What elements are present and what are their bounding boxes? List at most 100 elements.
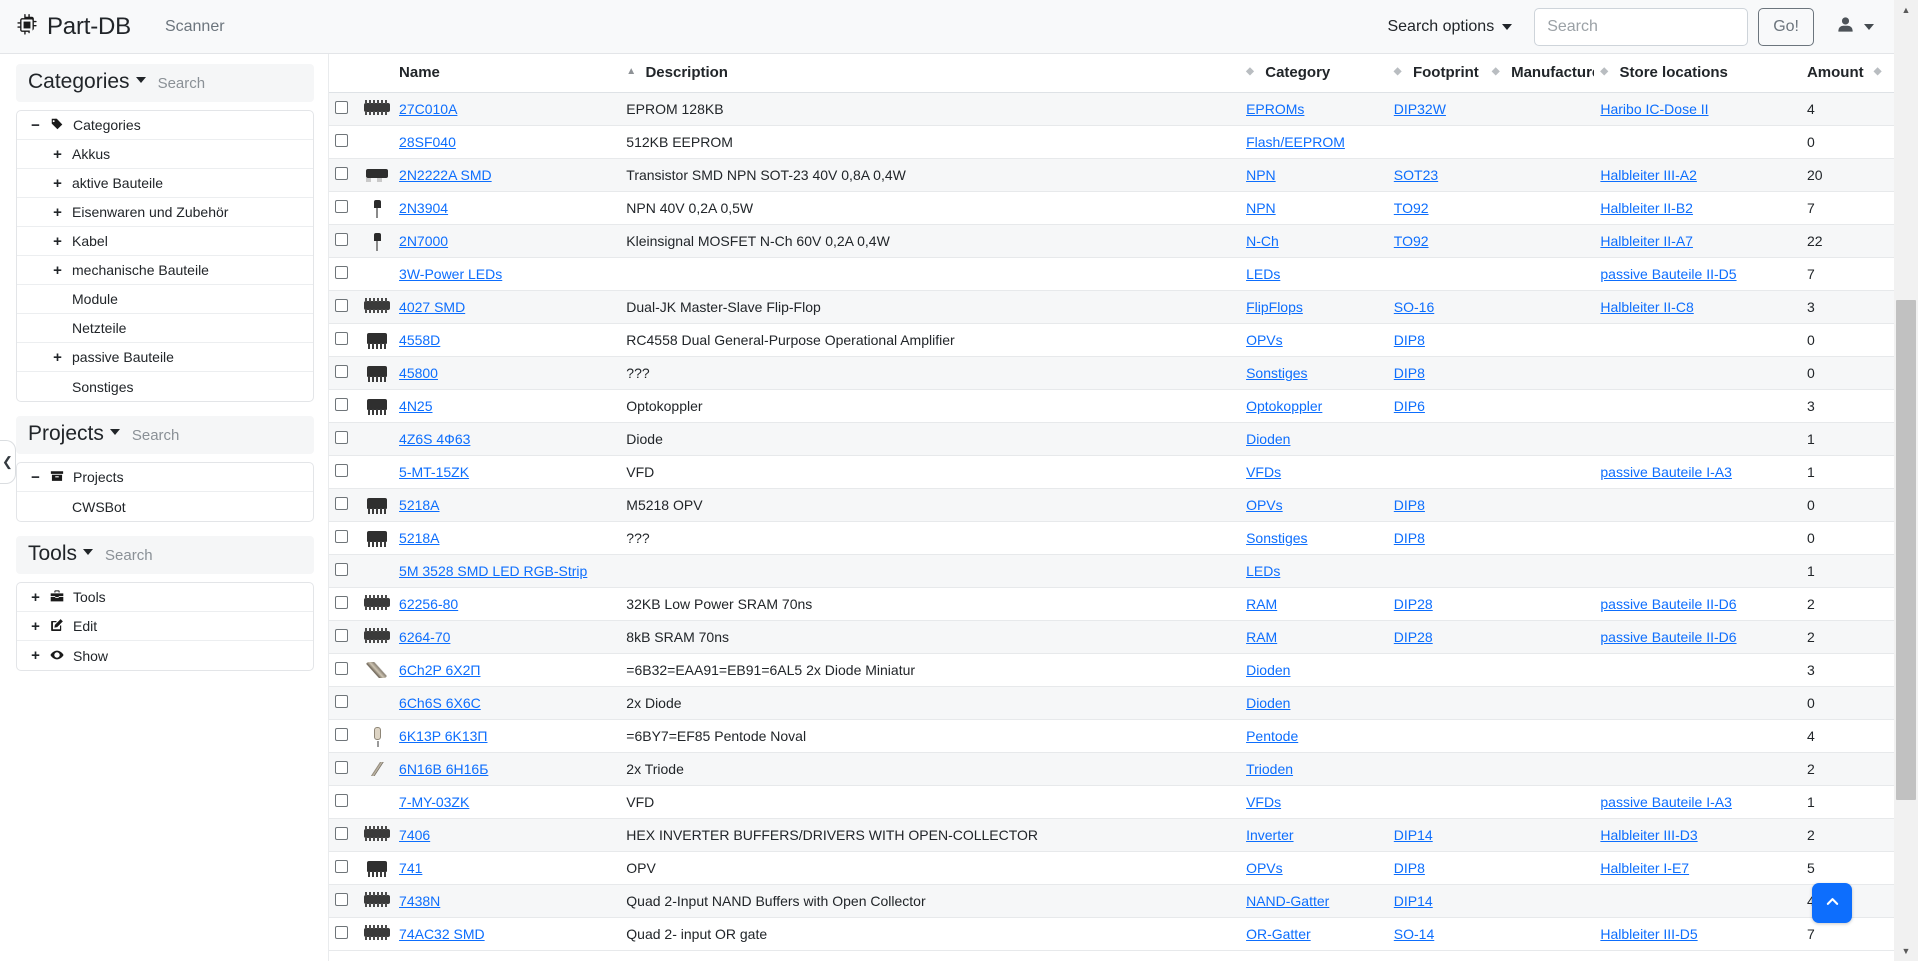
row-checkbox[interactable] [335,728,348,741]
tree-item-eisenwaren-und-zubeh-r[interactable]: + Eisenwaren und Zubehör [17,198,313,227]
store-location-link[interactable]: passive Bauteile II-D5 [1600,266,1737,282]
tree-item-passive-bauteile[interactable]: + passive Bauteile [17,343,313,372]
store-location-link[interactable]: Halbleiter I-E7 [1600,860,1690,876]
part-name-link[interactable]: 6Ch6S 6X6C [399,695,481,711]
expand-icon[interactable]: + [53,232,62,250]
row-checkbox[interactable] [335,299,348,312]
category-link[interactable]: Flash/EEPROM [1246,134,1345,150]
part-name-link[interactable]: 28SF040 [399,134,456,150]
category-link[interactable]: Trioden [1246,761,1294,777]
categories-dropdown[interactable]: Categories [28,70,146,94]
part-name-link[interactable]: 6264-70 [399,629,451,645]
footprint-link[interactable]: DIP28 [1393,629,1433,645]
row-checkbox[interactable] [335,530,348,543]
table-scroll-area[interactable]: Name ▲ Description ◆ Category ◆ Footprin… [329,54,1894,961]
projects-search-input[interactable] [131,427,282,444]
collapse-icon[interactable]: − [31,468,40,486]
category-link[interactable]: EPROMs [1246,101,1305,117]
store-location-link[interactable]: Haribo IC-Dose II [1600,101,1709,117]
tree-item-kabel[interactable]: + Kabel [17,227,313,256]
column-header-manufacturer[interactable]: ◆ Manufacturer [1485,54,1606,93]
part-name-link[interactable]: 7-MY-03ZK [399,794,470,810]
part-name-link[interactable]: 7406 [399,827,431,843]
column-header-description[interactable]: ▲ Description [620,54,1241,93]
footprint-link[interactable]: DIP14 [1393,827,1433,843]
category-link[interactable]: N-Ch [1246,233,1279,249]
row-checkbox[interactable] [335,761,348,774]
row-checkbox[interactable] [335,596,348,609]
category-link[interactable]: NPN [1246,167,1276,183]
footprint-link[interactable]: DIP32W [1393,101,1446,117]
part-name-link[interactable]: 741 [399,860,423,876]
tree-item-akkus[interactable]: + Akkus [17,140,313,169]
row-checkbox[interactable] [335,629,348,642]
part-name-link[interactable]: 45800 [399,365,438,381]
part-name-link[interactable]: 2N2222A SMD [399,167,492,183]
scrollbar-up-arrow[interactable]: ▲ [1901,5,1911,15]
row-checkbox[interactable] [335,200,348,213]
tree-item-mechanische-bauteile[interactable]: + mechanische Bauteile [17,256,313,285]
tree-item-categories[interactable]: − Categories [17,111,313,140]
search-input[interactable] [1534,7,1749,46]
row-checkbox[interactable] [335,233,348,246]
row-checkbox[interactable] [335,365,348,378]
row-checkbox[interactable] [335,860,348,873]
category-link[interactable]: Pentode [1246,728,1299,744]
part-name-link[interactable]: 4027 SMD [399,299,466,315]
part-name-link[interactable]: 6K13P 6K13П [399,728,488,744]
category-link[interactable]: Sonstiges [1246,530,1308,546]
tools-search-input[interactable] [105,547,256,564]
column-header-category[interactable]: ◆ Category [1240,54,1388,93]
part-name-link[interactable]: 5218A [399,530,440,546]
search-options-dropdown[interactable]: Search options [1379,12,1520,42]
footprint-link[interactable]: DIP8 [1393,332,1425,348]
part-name-link[interactable]: 7438N [399,893,441,909]
category-link[interactable]: LEDs [1246,266,1281,282]
category-link[interactable]: Sonstiges [1246,365,1308,381]
part-name-link[interactable]: 27C010A [399,101,458,117]
part-name-link[interactable]: 2N3904 [399,200,449,216]
expand-icon[interactable]: + [31,588,40,606]
column-header-amount[interactable]: Amount ◆ [1800,54,1894,93]
row-checkbox[interactable] [335,827,348,840]
tree-item-cwsbot[interactable]: +CWSBot [17,492,313,521]
footprint-link[interactable]: SOT23 [1393,167,1439,183]
store-location-link[interactable]: Halbleiter III-D5 [1600,926,1698,942]
row-checkbox[interactable] [335,266,348,279]
tree-item-show[interactable]: + Show [17,641,313,670]
tree-item-module[interactable]: +Module [17,285,313,314]
category-link[interactable]: OPVs [1246,332,1283,348]
row-checkbox[interactable] [335,431,348,444]
footprint-link[interactable]: DIP14 [1393,893,1433,909]
footprint-link[interactable]: DIP8 [1393,860,1425,876]
expand-icon[interactable]: + [53,174,62,192]
category-link[interactable]: FlipFlops [1246,299,1303,315]
scrollbar-thumb[interactable] [1896,300,1916,800]
column-header-store-locations[interactable]: ◆ Store locations [1594,54,1801,93]
part-name-link[interactable]: 6N16B 6H16Б [399,761,489,777]
footprint-link[interactable]: TO92 [1393,233,1429,249]
row-checkbox[interactable] [335,926,348,939]
expand-icon[interactable]: + [53,261,62,279]
expand-icon[interactable]: + [31,617,40,635]
category-link[interactable]: OPVs [1246,497,1283,513]
scroll-to-top-button[interactable] [1812,883,1852,923]
tree-item-sonstiges[interactable]: +Sonstiges [17,372,313,401]
part-name-link[interactable]: 4558D [399,332,441,348]
part-name-link[interactable]: 6Ch2P 6X2П [399,662,481,678]
row-checkbox[interactable] [335,134,348,147]
page-scrollbar[interactable]: ▲ ▼ [1894,0,1918,961]
column-header-footprint[interactable]: ◆ Footprint [1387,54,1486,93]
expand-icon[interactable]: + [53,348,62,366]
tree-item-projects[interactable]: − Projects [17,463,313,492]
projects-dropdown[interactable]: Projects [28,422,120,446]
store-location-link[interactable]: Halbleiter III-D3 [1600,827,1698,843]
footprint-link[interactable]: DIP6 [1393,398,1425,414]
category-link[interactable]: Dioden [1246,695,1291,711]
category-link[interactable]: Optokoppler [1246,398,1323,414]
footprint-link[interactable]: DIP8 [1393,497,1425,513]
row-checkbox[interactable] [335,464,348,477]
row-checkbox[interactable] [335,398,348,411]
row-checkbox[interactable] [335,101,348,114]
row-checkbox[interactable] [335,332,348,345]
